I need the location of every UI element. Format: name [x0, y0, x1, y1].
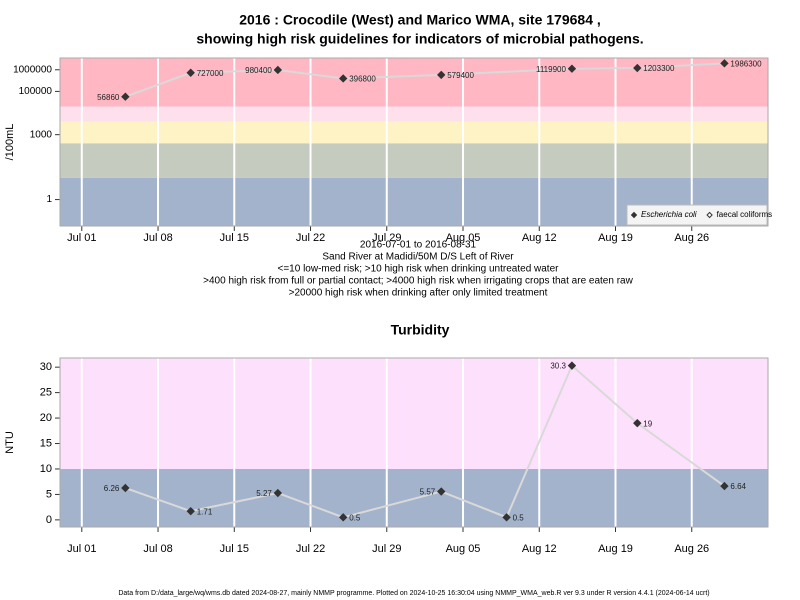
legend-marker — [706, 211, 713, 219]
x-tick-label: Aug 05 — [446, 543, 481, 555]
x-tick-label: Jul 08 — [143, 232, 172, 244]
data-point — [720, 59, 729, 68]
data-point — [437, 487, 446, 496]
data-point — [273, 65, 283, 75]
data-point — [567, 361, 577, 370]
value-label: 980400 — [245, 66, 272, 75]
plot-border — [59, 357, 769, 528]
data-point — [121, 483, 130, 493]
y-tick-label: 1000000 — [13, 64, 52, 75]
note: Sand River at Madidi/50M D/S Left of Riv… — [322, 252, 514, 263]
y-tick-label: 0 — [46, 514, 52, 526]
x-tick-label: Aug 19 — [598, 232, 633, 244]
value-label: 6.64 — [730, 482, 746, 491]
legend-label: faecal coliforms — [717, 210, 773, 219]
value-label: 1.71 — [197, 507, 213, 516]
note: >20000 high risk when drinking after onl… — [289, 288, 548, 299]
y-axis-label: NTU — [4, 431, 16, 454]
footer: Data from D:/data_large/wq/wms.db dated … — [118, 590, 709, 597]
plot-border — [59, 57, 769, 227]
risk-band — [60, 121, 768, 144]
chart-title: showing high risk guidelines for indicat… — [196, 31, 643, 47]
data-point — [338, 74, 348, 83]
x-tick-label: Jul 15 — [220, 543, 249, 555]
note: <=10 low-med risk; >10 high risk when dr… — [278, 264, 560, 275]
y-tick-label: 1 — [46, 194, 52, 205]
x-tick-label: Jul 29 — [372, 232, 401, 244]
data-point — [338, 513, 348, 522]
risk-band — [60, 358, 768, 469]
value-label: 5.57 — [420, 488, 436, 497]
y-tick-label: 20 — [40, 412, 52, 424]
value-label: 0.5 — [349, 513, 361, 522]
data-point — [121, 92, 130, 101]
x-tick-label: Aug 12 — [522, 232, 557, 244]
data-point — [186, 68, 195, 77]
note: 2016-07-01 to 2016-08-31 — [360, 240, 477, 251]
risk-band — [60, 58, 768, 107]
risk-band — [60, 143, 768, 178]
data-point — [273, 488, 283, 498]
y-tick-label: 25 — [40, 387, 52, 399]
chart-title: 2016 : Crocodile (West) and Marico WMA, … — [239, 12, 601, 28]
value-label: 1119900 — [536, 65, 567, 74]
value-label: 56860 — [97, 93, 120, 102]
chart-title: Turbidity — [391, 322, 450, 338]
value-label: 1203300 — [643, 64, 675, 73]
y-axis-label: /100mL — [4, 124, 16, 161]
x-tick-label: Aug 26 — [674, 232, 709, 244]
y-tick-label: 100000 — [19, 86, 53, 97]
value-label: 0.5 — [513, 513, 525, 522]
y-tick-label: 15 — [40, 437, 52, 449]
y-tick-label: 30 — [40, 361, 52, 373]
value-label: 30.3 — [550, 362, 566, 371]
x-tick-label: Aug 19 — [598, 543, 633, 555]
value-label: 727000 — [197, 69, 224, 78]
data-point — [633, 63, 642, 73]
x-tick-label: Jul 15 — [220, 232, 249, 244]
value-label: 579400 — [447, 71, 474, 80]
risk-band — [60, 106, 768, 122]
legend-label: Escherichia coli — [641, 210, 697, 219]
data-point — [720, 481, 729, 491]
x-tick-label: Jul 22 — [296, 543, 325, 555]
value-label: 396800 — [349, 75, 376, 84]
x-tick-label: Aug 05 — [446, 232, 481, 244]
note: >400 high risk from full or partial cont… — [203, 276, 633, 287]
data-point — [567, 64, 577, 73]
value-label: 19 — [643, 419, 652, 428]
data-point — [502, 513, 511, 522]
legend-box — [626, 204, 768, 226]
x-tick-label: Jul 29 — [372, 543, 401, 555]
x-tick-label: Jul 01 — [67, 232, 96, 244]
value-label: 6.26 — [104, 484, 120, 493]
x-tick-label: Jul 01 — [67, 543, 96, 555]
series-line — [125, 62, 725, 98]
y-tick-label: 5 — [46, 488, 52, 500]
value-label: 1986300 — [730, 59, 762, 68]
x-tick-label: Jul 08 — [143, 543, 172, 555]
y-tick-label: 10 — [40, 463, 52, 475]
y-tick-label: 1000 — [30, 129, 53, 140]
x-tick-label: Aug 12 — [522, 543, 557, 555]
data-point — [186, 506, 195, 516]
value-label: 5.27 — [256, 489, 272, 498]
x-tick-label: Jul 22 — [296, 232, 325, 244]
data-point — [633, 418, 642, 428]
x-tick-label: Aug 26 — [674, 543, 709, 555]
legend-marker — [630, 211, 638, 219]
data-point — [437, 70, 446, 80]
